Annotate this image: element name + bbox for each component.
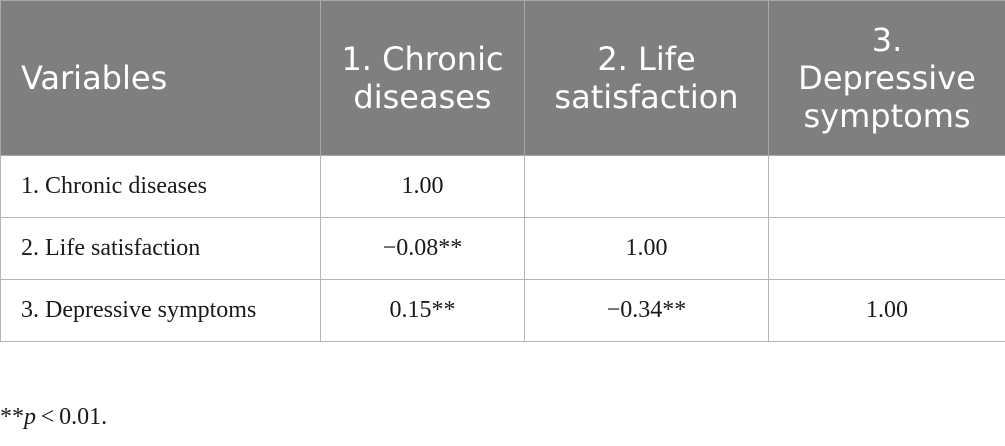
correlation-cell [768, 217, 1005, 280]
footnote-threshold: < 0.01. [36, 404, 108, 430]
row-label: 2. Life satisfaction [0, 217, 321, 280]
row-label: 1. Chronic diseases [0, 155, 321, 218]
correlation-cell: −0.34** [524, 279, 769, 342]
footnote-p-symbol: p [24, 404, 36, 430]
correlation-cell [524, 155, 769, 218]
header-life-satisfaction: 2. Life satisfaction [524, 0, 769, 156]
footnote-prefix: ** [0, 404, 24, 430]
header-row: Variables 1. Chronic diseases 2. Life sa… [0, 0, 1005, 156]
correlation-cell: −0.08** [320, 217, 525, 280]
correlation-cell: 0.15** [320, 279, 525, 342]
correlation-cell: 1.00 [320, 155, 525, 218]
table-row: 2. Life satisfaction −0.08** 1.00 [0, 217, 1005, 280]
row-label: 3. Depressive symptoms [0, 279, 321, 342]
header-variables: Variables [0, 0, 321, 156]
correlation-cell: 1.00 [524, 217, 769, 280]
correlation-cell [768, 155, 1005, 218]
header-depressive-symptoms: 3. Depressive symptoms [768, 0, 1005, 156]
table-row: 3. Depressive symptoms 0.15** −0.34** 1.… [0, 279, 1005, 342]
correlation-table: Variables 1. Chronic diseases 2. Life sa… [0, 0, 1005, 342]
header-chronic-diseases: 1. Chronic diseases [320, 0, 525, 156]
table-footnote: **p < 0.01. [0, 404, 107, 431]
correlation-cell: 1.00 [768, 279, 1005, 342]
table-row: 1. Chronic diseases 1.00 [0, 155, 1005, 218]
